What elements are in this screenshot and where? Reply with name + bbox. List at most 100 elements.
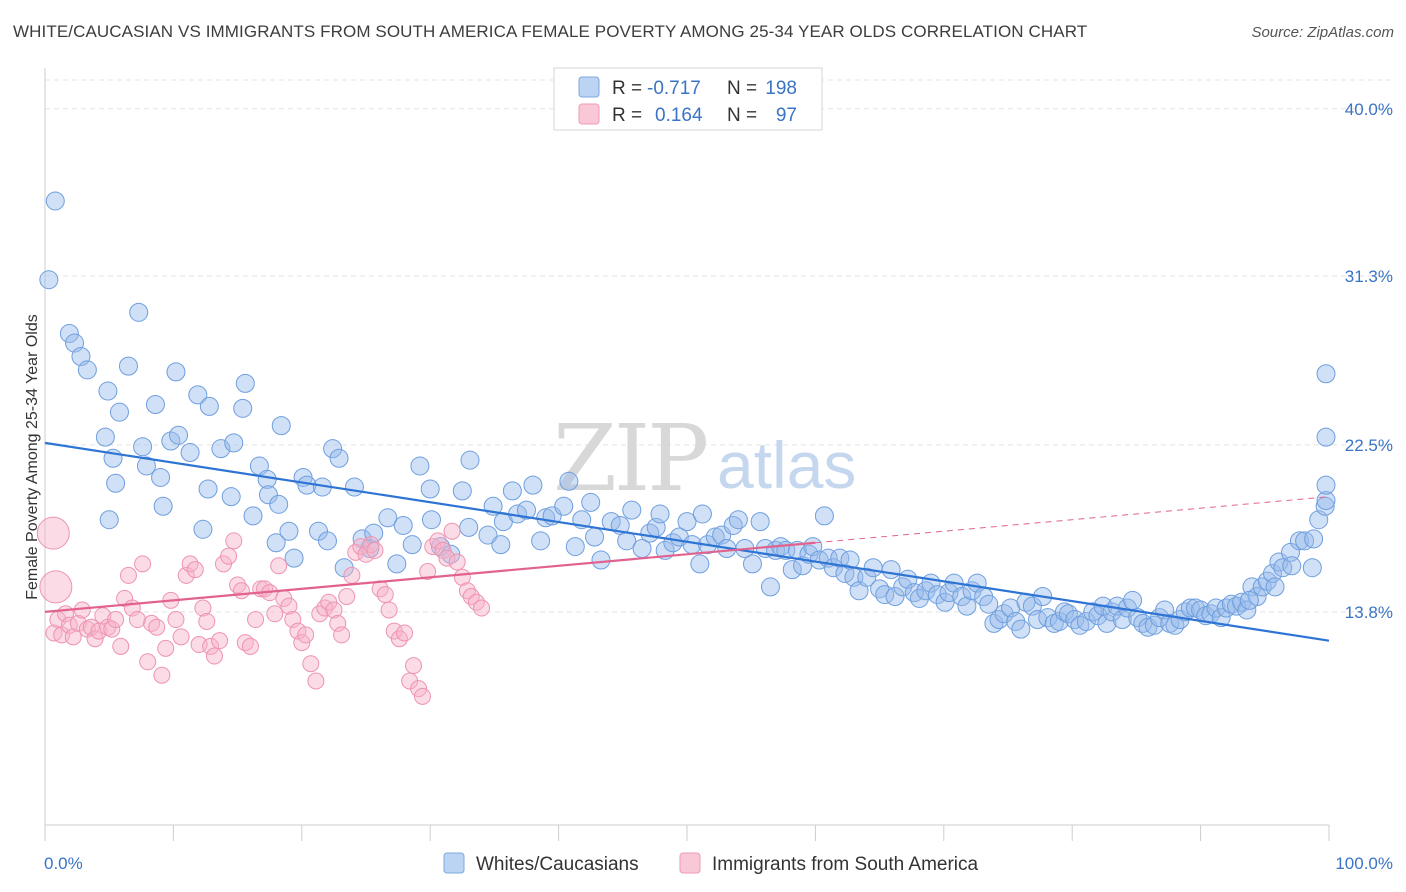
- legend-box: R = -0.717 N = 198 R = 0.164 N = 97: [553, 67, 823, 131]
- point-whites: [1316, 427, 1336, 447]
- bottom-legend-whites: Whites/Caucasians: [476, 854, 639, 875]
- trend-line-whites: [44, 441, 1330, 642]
- point-whites: [233, 398, 253, 418]
- point-whites: [1133, 613, 1153, 633]
- point-whites: [45, 191, 65, 211]
- bottom-legend-immigrants: Immigrants from South America: [712, 854, 979, 875]
- point-immigrants: [36, 516, 70, 550]
- point-whites: [565, 537, 585, 557]
- point-immigrants: [473, 599, 491, 617]
- point-whites: [491, 535, 511, 555]
- axes: [44, 68, 1330, 841]
- point-whites: [742, 554, 762, 574]
- point-whites: [677, 512, 697, 532]
- point-whites: [271, 416, 291, 436]
- point-whites: [585, 527, 605, 547]
- watermark: ZIP atlas: [553, 405, 856, 512]
- watermark-atlas: atlas: [717, 428, 856, 502]
- point-whites: [559, 471, 579, 491]
- point-whites: [904, 583, 924, 603]
- point-whites: [279, 521, 299, 541]
- point-whites: [133, 437, 153, 457]
- point-whites: [118, 356, 138, 376]
- point-whites: [129, 302, 149, 322]
- point-whites: [106, 473, 126, 493]
- point-whites: [1316, 491, 1336, 511]
- point-whites: [1302, 558, 1322, 578]
- point-immigrants: [172, 628, 190, 646]
- point-whites: [269, 494, 289, 514]
- point-whites: [136, 456, 156, 476]
- point-immigrants: [194, 599, 212, 617]
- y-tick-label: 40.0%: [1345, 100, 1393, 119]
- point-whites: [1239, 590, 1259, 610]
- bottom-legend-swatch-blue: [443, 852, 465, 874]
- point-whites: [161, 431, 181, 451]
- point-whites: [989, 610, 1009, 630]
- point-immigrants: [241, 637, 259, 655]
- point-whites: [863, 558, 883, 578]
- point-whites: [459, 517, 479, 537]
- point-immigrants: [380, 601, 398, 619]
- point-whites: [478, 525, 498, 545]
- legend-r-label-2: R =: [612, 105, 642, 126]
- point-whites: [1316, 475, 1336, 495]
- point-whites: [927, 585, 947, 605]
- point-whites: [814, 506, 834, 526]
- legend-n-value-1: 198: [765, 78, 797, 99]
- legend-swatch-pink: [578, 103, 600, 125]
- point-whites: [1206, 598, 1226, 618]
- point-whites: [452, 481, 472, 501]
- point-immigrants: [325, 601, 343, 619]
- point-whites: [99, 510, 119, 530]
- point-whites: [622, 500, 642, 520]
- point-whites: [221, 487, 241, 507]
- point-whites: [760, 577, 780, 597]
- point-immigrants: [103, 620, 121, 638]
- legend-n-value-2: 97: [776, 105, 797, 126]
- point-whites: [750, 512, 770, 532]
- source-label: Source: ZipAtlas.com: [1251, 24, 1394, 41]
- point-immigrants: [69, 614, 87, 632]
- legend-r-label-1: R =: [612, 78, 642, 99]
- point-immigrants: [302, 655, 320, 673]
- point-whites: [881, 560, 901, 580]
- point-whites: [1289, 531, 1309, 551]
- point-immigrants: [448, 553, 466, 571]
- point-whites: [145, 394, 165, 414]
- point-whites: [59, 323, 79, 343]
- point-whites: [979, 594, 999, 614]
- watermark-zip: ZIP: [553, 405, 706, 512]
- point-whites: [198, 479, 218, 499]
- point-immigrants: [232, 582, 250, 600]
- point-whites: [421, 510, 441, 530]
- legend-r-value-2: 0.164: [655, 105, 703, 126]
- point-whites: [95, 427, 115, 447]
- point-immigrants: [86, 630, 104, 648]
- point-whites: [957, 596, 977, 616]
- point-whites: [211, 439, 231, 459]
- point-immigrants: [119, 566, 137, 584]
- point-immigrants: [376, 586, 394, 604]
- point-whites: [885, 587, 905, 607]
- y-tick-label: 22.5%: [1345, 436, 1393, 455]
- y-tick-labels: 13.8% 22.5% 31.3% 40.0%: [1345, 100, 1393, 622]
- point-immigrants: [396, 624, 414, 642]
- legend-swatch-blue: [578, 76, 600, 98]
- point-whites: [1211, 608, 1231, 628]
- point-immigrants: [429, 532, 447, 550]
- point-whites: [199, 396, 219, 416]
- point-immigrants: [297, 626, 315, 644]
- point-immigrants: [338, 588, 356, 606]
- point-whites: [1097, 613, 1117, 633]
- point-immigrants: [39, 570, 73, 604]
- point-whites: [153, 496, 173, 516]
- trend-line-immigrants: [44, 541, 816, 613]
- point-immigrants: [419, 563, 437, 581]
- point-whites: [939, 583, 959, 603]
- point-immigrants: [139, 653, 157, 671]
- point-whites: [180, 443, 200, 462]
- point-immigrants: [247, 611, 265, 629]
- point-whites: [393, 515, 413, 535]
- point-whites: [523, 475, 543, 495]
